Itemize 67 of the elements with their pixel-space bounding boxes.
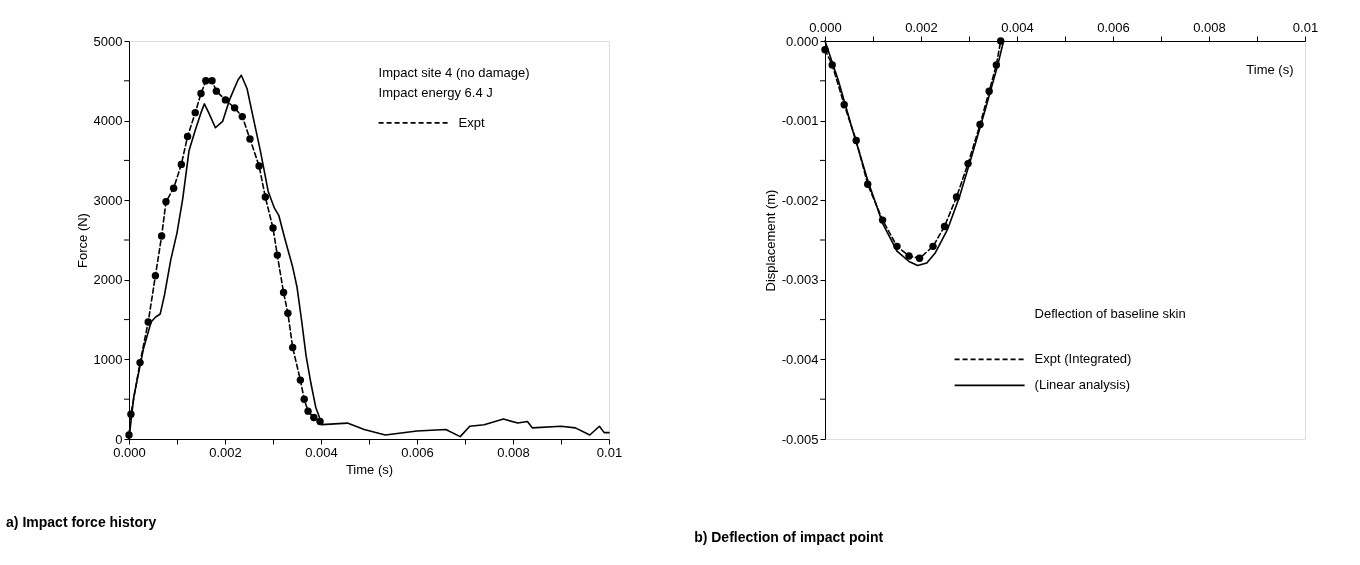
text: Expt (Integrated) [1034, 351, 1132, 367]
point [197, 89, 205, 98]
y-tick-label: -0.004 [781, 351, 819, 367]
y-tick-label: 5000 [93, 33, 123, 49]
x-tick-label: 0.008 [1193, 19, 1226, 35]
point [284, 309, 292, 317]
point [151, 272, 160, 280]
y-tick-label: 1000 [93, 351, 123, 367]
point [310, 413, 318, 422]
point [905, 252, 913, 260]
x-tick-label: 0.002 [209, 444, 242, 460]
x-tick-label: 0.000 [809, 19, 842, 35]
point [300, 395, 308, 403]
x-tick-label: 0.006 [1097, 19, 1130, 35]
point [221, 96, 230, 104]
y-tick-label: -0.001 [781, 113, 819, 129]
point [996, 37, 1005, 45]
x-tick-label: 0.004 [305, 444, 338, 460]
y-tick-label: -0.002 [781, 192, 819, 208]
point [246, 135, 254, 143]
x-tick-label: 0.008 [497, 444, 530, 460]
y-axis-title: Force (N) [74, 213, 90, 268]
point [177, 160, 186, 169]
x-tick-label: 0.000 [113, 444, 146, 460]
point [230, 104, 239, 112]
y-tick-label: -0.003 [781, 272, 819, 288]
point [304, 407, 312, 415]
x-axis-title: Time (s) [345, 461, 394, 477]
point [279, 288, 288, 297]
x-tick-label: 0.002 [905, 19, 938, 35]
point [296, 376, 305, 384]
point [162, 198, 170, 206]
point [191, 108, 199, 117]
point [255, 162, 263, 170]
x-tick-label: 0.01 [596, 444, 623, 460]
point [157, 232, 166, 240]
point [940, 222, 949, 231]
x-tick-label: 0.004 [1001, 19, 1034, 35]
x-tick-label: 0.01 [1292, 19, 1319, 35]
point [261, 193, 270, 201]
point [929, 242, 937, 251]
point [238, 112, 246, 121]
y-tick-label: 0 [115, 431, 123, 447]
point [212, 87, 221, 95]
point [288, 343, 297, 352]
text: Expt [458, 114, 485, 130]
text: a) Impact force history [6, 514, 157, 530]
y-axis-title: Displacement (m) [762, 189, 778, 292]
point [169, 184, 178, 192]
y-tick-label: 3000 [93, 192, 123, 208]
annotation: Impact energy 6.4 J [378, 84, 493, 100]
point [273, 251, 282, 259]
y-tick-label: -0.005 [781, 431, 819, 447]
y-tick-label: 0.000 [785, 33, 819, 49]
x-tick-label: 0.006 [401, 444, 434, 460]
text: (Linear analysis) [1034, 377, 1130, 393]
point [183, 132, 192, 141]
x-axis-title: Time (s) [1246, 61, 1294, 77]
point [269, 224, 277, 232]
annotation: Deflection of baseline skin [1034, 306, 1186, 322]
annotation: Impact site 4 (no damage) [378, 64, 530, 80]
point [208, 77, 216, 85]
y-tick-label: 2000 [93, 272, 123, 288]
text: b) Deflection of impact point [694, 529, 884, 545]
point [202, 77, 210, 85]
point [915, 254, 924, 263]
y-tick-label: 4000 [93, 113, 123, 129]
